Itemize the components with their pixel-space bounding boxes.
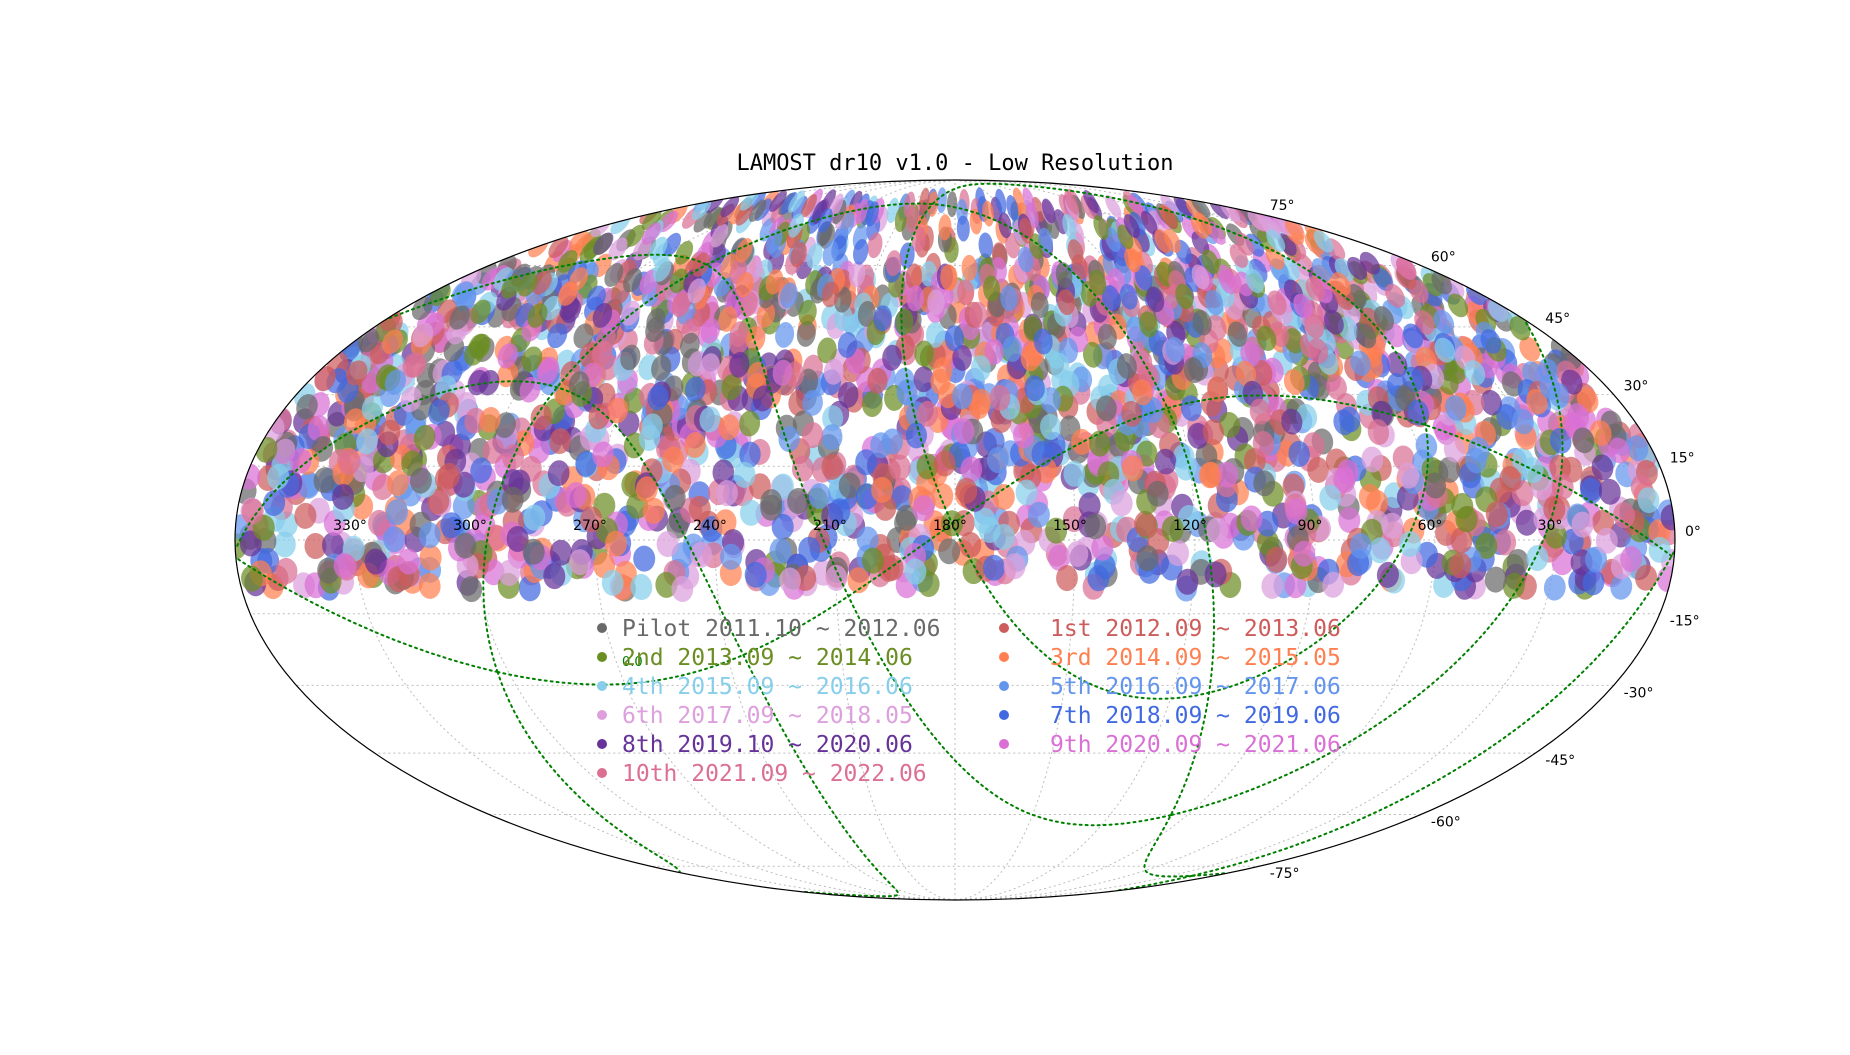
legend-label: 5th 2016.09 ~ 2017.06 xyxy=(1050,674,1341,700)
legend-label: 3rd 2014.09 ~ 2015.05 xyxy=(1050,645,1341,671)
plate-field xyxy=(955,477,978,504)
legend-label: 6th 2017.09 ~ 2018.05 xyxy=(622,703,913,729)
legend-label: Pilot 2011.10 ~ 2012.06 xyxy=(622,616,941,642)
plate-field xyxy=(1595,527,1618,554)
legend-marker xyxy=(597,739,607,749)
legend-marker xyxy=(597,710,607,720)
legend-marker xyxy=(597,681,607,691)
plate-field xyxy=(992,523,1015,550)
plate-field xyxy=(273,531,296,558)
plate-field xyxy=(982,554,1006,581)
plate-field xyxy=(912,495,935,522)
plate-field xyxy=(796,320,816,347)
dec-tick-label: -45° xyxy=(1545,753,1575,769)
dec-tick-label: 60° xyxy=(1431,250,1456,266)
plate-field xyxy=(952,383,973,410)
dec-tick-label: -15° xyxy=(1670,614,1700,630)
legend-marker xyxy=(999,681,1009,691)
plate-field xyxy=(931,483,954,510)
plate-field xyxy=(1494,529,1517,556)
legend-label: 9th 2020.09 ~ 2021.06 xyxy=(1050,732,1341,758)
plate-field xyxy=(771,513,794,540)
legend-marker xyxy=(597,768,607,778)
plate-field xyxy=(1515,509,1538,536)
legend-marker xyxy=(999,623,1009,633)
ra-tick-label: 30° xyxy=(1538,518,1563,534)
legend-label: 4th 2015.09 ~ 2016.06 xyxy=(622,674,913,700)
legend-marker xyxy=(999,739,1009,749)
plate-field xyxy=(1066,540,1089,567)
dec-tick-label: 75° xyxy=(1270,198,1295,214)
legend-label: 1st 2012.09 ~ 2013.06 xyxy=(1050,616,1341,642)
plate-field xyxy=(1386,351,1408,378)
legend-marker xyxy=(597,652,607,662)
plate-field xyxy=(953,418,975,445)
plate-field xyxy=(904,558,927,585)
meridian-gridline xyxy=(474,179,956,901)
plate-field xyxy=(1105,195,1122,219)
plate-field xyxy=(304,533,327,559)
meridian-gridline xyxy=(954,179,1196,901)
plate-field xyxy=(1543,574,1566,601)
dec-tick-label: -75° xyxy=(1270,866,1300,882)
dec-tick-label: -30° xyxy=(1624,685,1654,701)
legend-label: 10th 2021.09 ~ 2022.06 xyxy=(622,761,927,787)
meridian-gridline xyxy=(954,179,1436,901)
plate-field xyxy=(978,232,994,259)
plate-field xyxy=(1003,553,1026,580)
plate-field xyxy=(714,509,737,536)
plate-field xyxy=(861,547,885,574)
plate-field xyxy=(946,191,958,218)
plate-field xyxy=(383,526,406,553)
ra-tick-label: 120° xyxy=(1173,518,1207,534)
legend-marker xyxy=(999,710,1009,720)
legend-label: 2nd 2013.09 ~ 2014.06 xyxy=(622,645,913,671)
dec-tick-label: 15° xyxy=(1670,450,1695,466)
chart-title: LAMOST dr10 v1.0 - Low Resolution xyxy=(736,151,1173,176)
plate-field xyxy=(798,536,821,563)
ra-tick-label: 240° xyxy=(693,518,727,534)
legend: Pilot 2011.10 ~ 2012.06 1st 2012.09 ~ 201… xyxy=(597,616,1341,787)
legend-marker xyxy=(999,652,1009,662)
ra-tick-label: 150° xyxy=(1053,518,1087,534)
legend-label: 8th 2019.10 ~ 2020.06 xyxy=(622,732,913,758)
dec-tick-label: -60° xyxy=(1431,815,1461,831)
plate-field xyxy=(938,538,961,565)
plate-field xyxy=(933,450,956,477)
ra-tick-label: 270° xyxy=(573,518,607,534)
ra-tick-label: 300° xyxy=(453,518,487,534)
plate-field xyxy=(656,531,679,557)
ra-tick-label: 60° xyxy=(1418,518,1443,534)
ra-tick-label: 210° xyxy=(813,518,847,534)
plate-field xyxy=(944,325,964,352)
legend-marker xyxy=(597,623,607,633)
legend-label: 7th 2018.09 ~ 2019.06 xyxy=(1050,703,1341,729)
dec-tick-label: 30° xyxy=(1624,379,1649,395)
ra-tick-label: 180° xyxy=(933,518,967,534)
plate-field xyxy=(633,545,656,572)
plate-fields xyxy=(235,187,1675,603)
ra-tick-label: 330° xyxy=(333,518,367,534)
dec-tick-label: 45° xyxy=(1545,311,1570,327)
dec-tick-label: 0° xyxy=(1685,524,1701,540)
plate-field xyxy=(604,530,627,557)
ra-tick-label: 90° xyxy=(1298,518,1323,534)
